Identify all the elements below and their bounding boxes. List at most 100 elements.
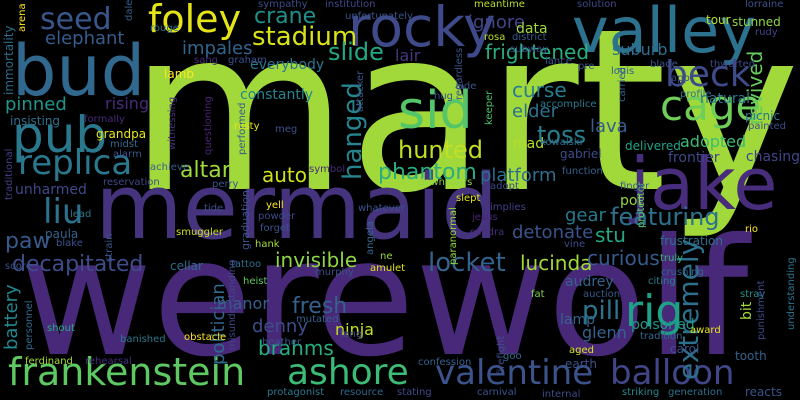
word-ninja: ninja: [335, 320, 374, 339]
word-murphy: murphy: [315, 267, 354, 278]
word-institution: institution: [325, 0, 376, 10]
word-powder: powder: [258, 211, 296, 222]
word-jesus: jesus: [472, 212, 498, 223]
word-paw: paw: [5, 229, 51, 254]
word-resource: resource: [340, 387, 384, 398]
word-paranormal: paranormal: [448, 207, 459, 265]
word-kowalski: kowalski: [540, 137, 583, 148]
word-carol: carol: [670, 342, 700, 356]
word-delivered: delivered: [625, 139, 681, 153]
word-witnessing: witnessing: [167, 96, 178, 150]
word-marty: marty: [129, 0, 800, 243]
word-earth: earth: [565, 357, 597, 371]
word-replica: replica: [18, 143, 133, 183]
word-balloon: balloon: [610, 353, 735, 393]
word-sid: sid: [398, 81, 473, 141]
word-werewolf: werewolf: [20, 205, 749, 393]
word-adopt: adopt: [490, 181, 519, 192]
word-altar: altar: [180, 158, 231, 183]
word-generation: generation: [668, 387, 723, 398]
word-crushing: crushing: [661, 267, 704, 278]
word-unfortunately: unfortunately: [345, 11, 413, 22]
word-solution: solution: [577, 0, 617, 10]
word-heist: heist: [243, 276, 268, 287]
word-fang: fang: [340, 329, 363, 340]
word-regardless: regardless: [454, 47, 465, 100]
word-app: app: [671, 73, 690, 84]
word-beck: beck: [665, 54, 751, 95]
word-toss: toss: [537, 121, 587, 149]
word-strain: strain: [104, 233, 115, 263]
word-impales: impales: [182, 38, 253, 59]
word-lucinda: lucinda: [520, 251, 593, 275]
word-truly: truly: [660, 253, 684, 264]
word-confession: confession: [418, 357, 472, 368]
word-lead: lead: [70, 209, 92, 220]
word-forget: forget: [260, 223, 290, 234]
word-glenn: glenn: [582, 323, 627, 342]
word-meantime: meantime: [474, 0, 525, 10]
word-featuring: featuring: [610, 203, 720, 231]
word-shout: shout: [47, 323, 75, 334]
word-stunned: stunned: [732, 15, 781, 29]
word-ashore: ashore: [287, 352, 409, 393]
word-meg: meg: [275, 124, 298, 135]
word-understanding: understanding: [786, 257, 797, 330]
word-rising: rising: [105, 94, 150, 113]
word-frightened: frightened: [485, 40, 590, 64]
word-manor: manor: [217, 294, 269, 313]
word-personnel: personnel: [24, 300, 35, 350]
word-accomplice: accomplice: [540, 99, 597, 110]
word-liu: liu: [43, 192, 84, 232]
word-whatever: whatever: [358, 203, 405, 214]
word-citing: citing: [648, 276, 676, 287]
word-rusty: rusty: [234, 121, 260, 132]
word-picnic: picnic: [745, 109, 781, 123]
word-platform: platform: [480, 165, 557, 186]
word-pub: pub: [12, 106, 108, 164]
word-valentine: valentine: [435, 353, 594, 393]
word-audrey: audrey: [565, 274, 614, 290]
word-adopted: adopted: [680, 132, 747, 151]
word-blake: blake: [56, 238, 83, 249]
word-misunderstanding: misunderstanding: [227, 259, 238, 350]
word-keeper: keeper: [484, 90, 495, 125]
word-poisoned: poisoned: [631, 317, 695, 333]
word-mad: mad: [513, 136, 545, 152]
word-pill: pill: [582, 296, 621, 326]
word-denny: denny: [252, 316, 308, 337]
word-unharmed: unharmed: [15, 182, 87, 198]
word-stray: stray: [740, 289, 766, 300]
word-ferdinand: ferdinand: [25, 356, 73, 367]
word-aide: aide: [455, 81, 477, 92]
word-rehearsal: rehearsal: [85, 356, 132, 367]
word-sang: sang: [194, 55, 219, 66]
word-constantly: constantly: [240, 87, 314, 103]
word-frustration: frustration: [660, 234, 723, 248]
word-yell: yell: [266, 200, 284, 211]
word-symbol: symbol: [309, 164, 346, 175]
word-curse: curse: [512, 78, 567, 102]
word-everybody: everybody: [250, 57, 325, 73]
word-slide: slide: [328, 38, 384, 66]
word-tide: tide: [204, 203, 224, 214]
word-stu: stu: [595, 223, 626, 247]
word-hug: hug: [434, 91, 454, 102]
word-brahms: brahms: [258, 336, 334, 360]
word-rig: rig: [625, 286, 684, 337]
word-elder: elder: [512, 101, 558, 122]
word-heather: heather: [262, 337, 302, 348]
word-traditional: traditional: [4, 148, 15, 200]
word-lair: lair: [395, 46, 421, 65]
word-crane: crane: [254, 4, 317, 29]
word-profile: profile: [680, 89, 712, 100]
word-bit: bit: [739, 301, 755, 320]
word-award: award: [690, 325, 721, 336]
word-midst: midst: [110, 139, 138, 150]
word-lance: lance: [545, 56, 572, 67]
word-pre: pre: [578, 61, 595, 72]
word-rio: rio: [745, 224, 759, 235]
word-auction: auction: [583, 289, 621, 300]
word-chasing: chasing: [745, 149, 800, 165]
word-data: data: [516, 21, 548, 37]
